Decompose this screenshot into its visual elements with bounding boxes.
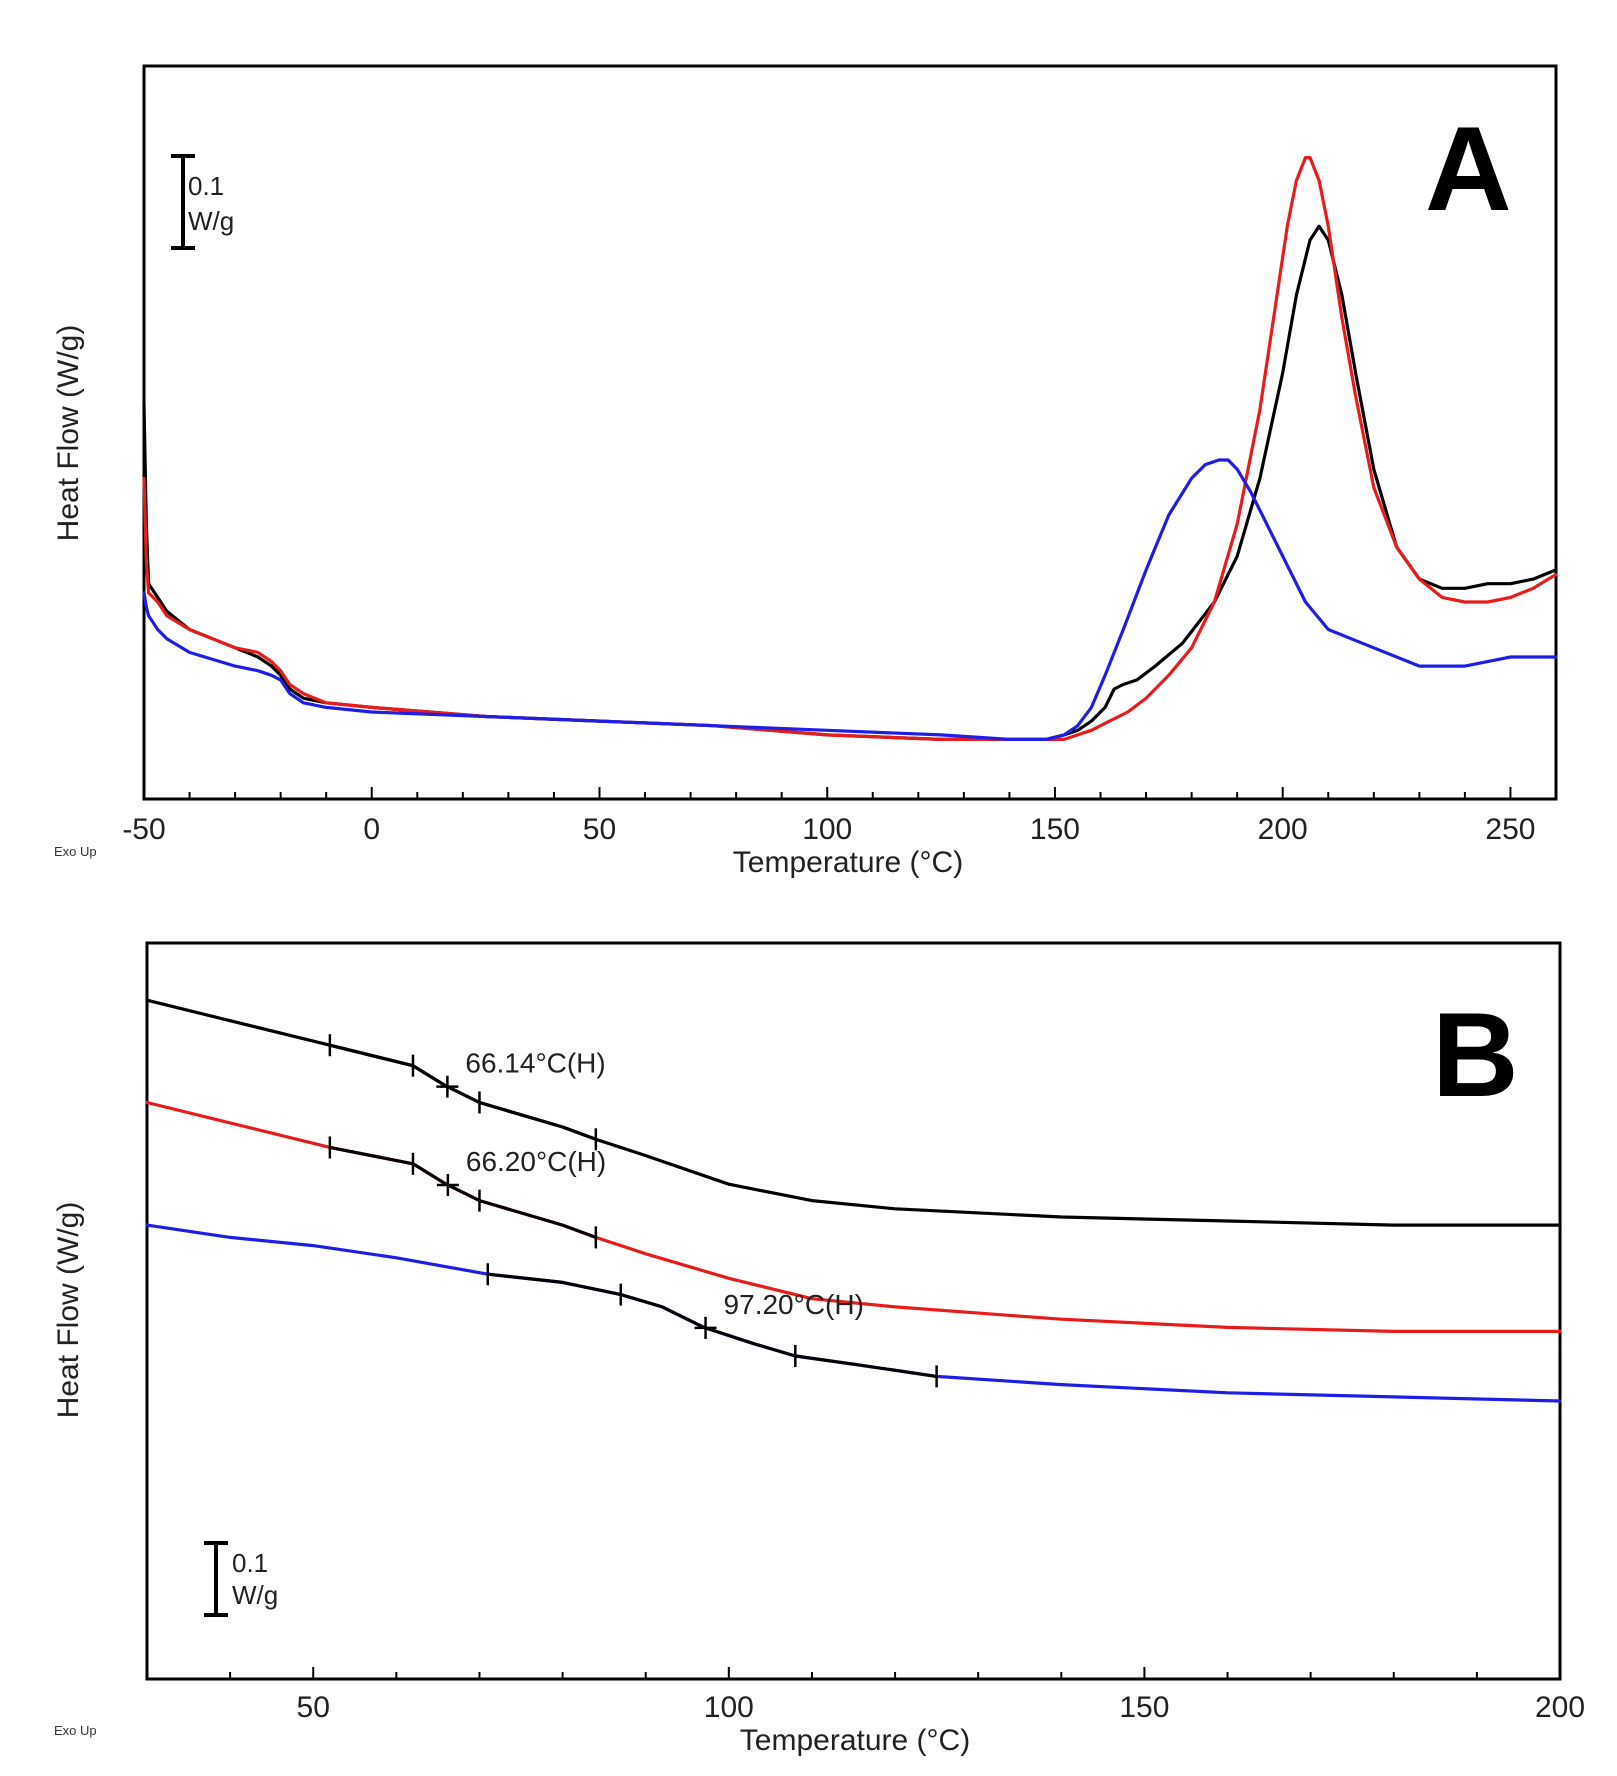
panel-a: -50 0 50 100 150 200 250 A Temperature (°C) He…: [52, 64, 1558, 879]
panel-b-scale-unit: W/g: [232, 1580, 278, 1610]
panel-b: 50 100 150 200 66.14°C(H) 66.20°C(H) 97.20°C(…: [52, 941, 1585, 1757]
panel-a-x-tick-label: 50: [583, 813, 616, 846]
panel-a-scale-unit: W/g: [188, 206, 234, 236]
panel-b-analysis-segment: [486, 1272, 939, 1379]
panel-b-x-tick-label: 50: [297, 1691, 330, 1724]
panel-b-x-ticks: 50 100 150 200: [146, 1667, 1585, 1724]
panel-b-analysis-segment: [328, 1043, 598, 1141]
panel-a-scale-value: 0.1: [188, 171, 224, 201]
panel-b-x-tick-label: 100: [704, 1691, 754, 1724]
panel-a-series-black: [142, 224, 1558, 742]
panel-b-x-tick-label: 150: [1119, 1691, 1169, 1724]
panel-b-label: B: [1432, 988, 1519, 1122]
panel-a-x-tick-label: 250: [1485, 813, 1535, 846]
panel-a-x-axis-title: Temperature (°C): [733, 846, 963, 879]
panel-b-exo-up-note: Exo Up: [54, 1723, 97, 1738]
panel-a-plot-frame: [142, 64, 1558, 801]
panel-a-x-tick-label: 100: [802, 813, 852, 846]
panel-b-midpoint-label: 66.20°C(H): [466, 1146, 606, 1177]
panel-a-scale-bar: 0.1 W/g: [171, 154, 234, 250]
panel-a-x-tick-label: -50: [122, 813, 165, 846]
panel-a-exo-up-note: Exo Up: [54, 844, 97, 859]
panel-a-x-ticks: -50 0 50 100 150 200 250: [122, 787, 1557, 846]
panel-a-y-axis-title: Heat Flow (W/g): [52, 325, 85, 542]
panel-a-series-blue: [142, 458, 1558, 742]
panel-b-midpoint-label: 97.20°C(H): [724, 1289, 864, 1320]
panel-a-label: A: [1425, 102, 1512, 236]
panel-a-series: [142, 156, 1558, 742]
panel-b-midpoint-label: 66.14°C(H): [465, 1048, 605, 1079]
panel-b-series: [145, 998, 1562, 1403]
panel-b-plot-frame: [145, 941, 1562, 1681]
panel-b-annotations: 66.14°C(H) 66.20°C(H) 97.20°C(H): [328, 1034, 939, 1388]
panel-b-scale-bar: 0.1 W/g: [204, 1541, 278, 1617]
panel-b-scale-value: 0.1: [232, 1548, 268, 1578]
panel-a-x-tick-label: 0: [363, 813, 380, 846]
panel-b-x-axis-title: Temperature (°C): [740, 1724, 970, 1757]
panel-b-x-tick-label: 200: [1535, 1691, 1585, 1724]
panel-a-series-red: [142, 156, 1558, 742]
panel-b-analysis-segment: [328, 1145, 598, 1240]
panel-a-x-tick-label: 200: [1258, 813, 1308, 846]
panel-a-x-tick-label: 150: [1030, 813, 1080, 846]
panel-b-y-axis-title: Heat Flow (W/g): [52, 1202, 85, 1419]
panel-b-series-black: [145, 998, 1562, 1227]
